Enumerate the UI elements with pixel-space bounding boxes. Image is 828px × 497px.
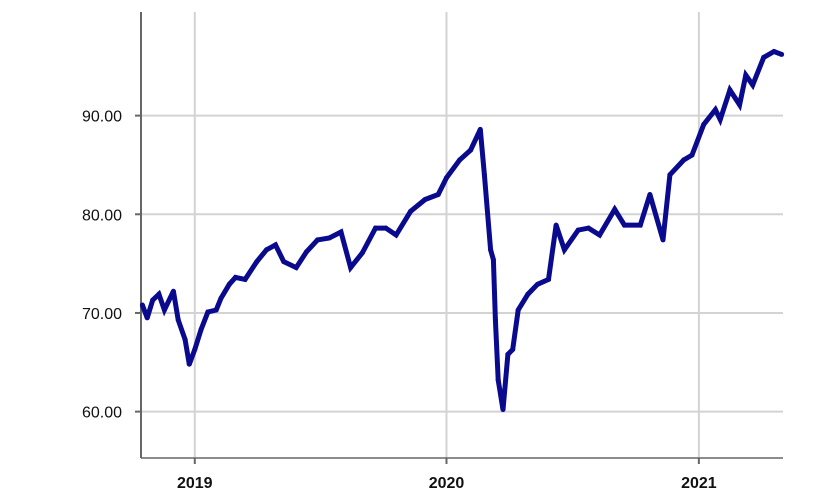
data-point: [303, 249, 309, 255]
series: [139, 48, 785, 413]
data-point: [727, 87, 733, 93]
data-point: [553, 222, 559, 228]
data-point: [150, 297, 156, 303]
data-point: [156, 291, 162, 297]
data-point: [637, 222, 643, 228]
data-point: [660, 237, 666, 243]
data-point: [575, 227, 581, 233]
x-tick-label: 2019: [177, 475, 213, 492]
data-point: [443, 175, 449, 181]
data-point: [457, 157, 463, 163]
data-point: [408, 208, 414, 214]
data-point: [175, 317, 181, 323]
data-point: [779, 51, 785, 57]
data-point: [161, 307, 167, 313]
data-point: [761, 54, 767, 60]
y-tick-label: 60.00: [82, 405, 122, 422]
data-point: [561, 247, 567, 253]
data-point: [359, 250, 365, 256]
data-point: [326, 235, 332, 241]
data-point: [771, 48, 777, 54]
data-point: [743, 72, 749, 78]
data-point: [717, 117, 723, 123]
data-point: [242, 276, 248, 282]
data-point: [490, 257, 496, 263]
data-point: [435, 192, 441, 198]
data-point: [495, 377, 501, 383]
data-point: [500, 407, 506, 413]
y-tick-label: 80.00: [82, 207, 122, 224]
data-point: [383, 225, 389, 231]
x-tick-label: 2020: [429, 475, 465, 492]
data-point: [492, 317, 498, 323]
data-point: [481, 172, 487, 178]
x-tick-label: 2021: [681, 475, 717, 492]
data-point: [182, 337, 188, 343]
data-point: [515, 307, 521, 313]
data-point: [205, 309, 211, 315]
data-point: [218, 295, 224, 301]
data-point: [667, 172, 673, 178]
data-point: [315, 237, 321, 243]
data-point: [647, 192, 653, 198]
data-point: [488, 247, 494, 253]
data-point: [546, 276, 552, 282]
data-point: [213, 307, 219, 313]
data-point: [681, 157, 687, 163]
data-point: [510, 346, 516, 352]
data-point: [525, 291, 531, 297]
data-point: [139, 302, 145, 308]
data-point: [422, 196, 428, 202]
data-point: [712, 107, 718, 113]
data-point: [226, 281, 232, 287]
data-point: [477, 126, 483, 132]
data-point: [348, 265, 354, 271]
data-point: [272, 242, 278, 248]
data-point: [281, 259, 287, 265]
data-point: [586, 225, 592, 231]
data-point: [186, 361, 192, 367]
data-point: [232, 274, 238, 280]
grid: [141, 12, 783, 458]
data-point: [393, 232, 399, 238]
data-point: [612, 206, 618, 212]
series-line: [140, 48, 783, 411]
data-point: [468, 147, 474, 153]
data-point: [338, 229, 344, 235]
data-point: [535, 281, 541, 287]
y-tick-label: 90.00: [82, 109, 122, 126]
data-point: [689, 152, 695, 158]
data-point: [192, 346, 198, 352]
y-tick-label: 70.00: [82, 306, 122, 323]
data-point: [750, 82, 756, 88]
data-point: [701, 121, 707, 127]
data-point: [293, 265, 299, 271]
data-point: [621, 222, 627, 228]
data-point: [737, 102, 743, 108]
axes: [135, 12, 783, 464]
data-point: [597, 232, 603, 238]
data-point: [264, 247, 270, 253]
data-point: [254, 259, 260, 265]
tick-labels: 60.00 70.00 80.00 90.00 2019 2020 2021: [82, 109, 717, 492]
data-point: [198, 327, 204, 333]
data-point: [170, 288, 176, 294]
data-point: [372, 225, 378, 231]
data-point: [505, 351, 511, 357]
data-point: [144, 315, 150, 321]
